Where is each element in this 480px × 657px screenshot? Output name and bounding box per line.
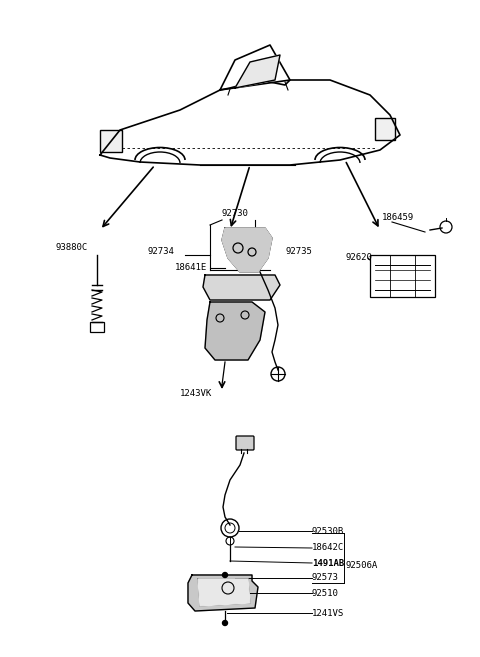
Polygon shape <box>222 228 272 272</box>
Text: 92573: 92573 <box>312 574 339 583</box>
Polygon shape <box>203 275 280 300</box>
Text: 92730: 92730 <box>222 208 249 217</box>
Text: 92735: 92735 <box>285 248 312 256</box>
Text: 92620: 92620 <box>345 254 372 263</box>
Circle shape <box>223 572 228 578</box>
Text: 18641E: 18641E <box>175 263 207 273</box>
Polygon shape <box>198 579 250 606</box>
Text: 92734: 92734 <box>148 248 175 256</box>
Text: 92530B: 92530B <box>312 526 344 535</box>
Text: 186459: 186459 <box>382 214 414 223</box>
Bar <box>100 130 122 152</box>
Text: 1243VK: 1243VK <box>180 388 212 397</box>
Text: 18642C: 18642C <box>312 543 344 553</box>
Text: 92510: 92510 <box>312 589 339 597</box>
Polygon shape <box>235 55 280 88</box>
Text: 1241VS: 1241VS <box>312 608 344 618</box>
Text: 93880C: 93880C <box>55 244 87 252</box>
Bar <box>90 322 104 332</box>
FancyBboxPatch shape <box>236 436 254 450</box>
Bar <box>375 118 395 140</box>
Polygon shape <box>205 302 265 360</box>
Text: 1491AB: 1491AB <box>312 558 344 568</box>
Bar <box>370 255 435 297</box>
Circle shape <box>223 620 228 625</box>
Polygon shape <box>188 575 258 611</box>
Text: 92506A: 92506A <box>345 560 377 570</box>
